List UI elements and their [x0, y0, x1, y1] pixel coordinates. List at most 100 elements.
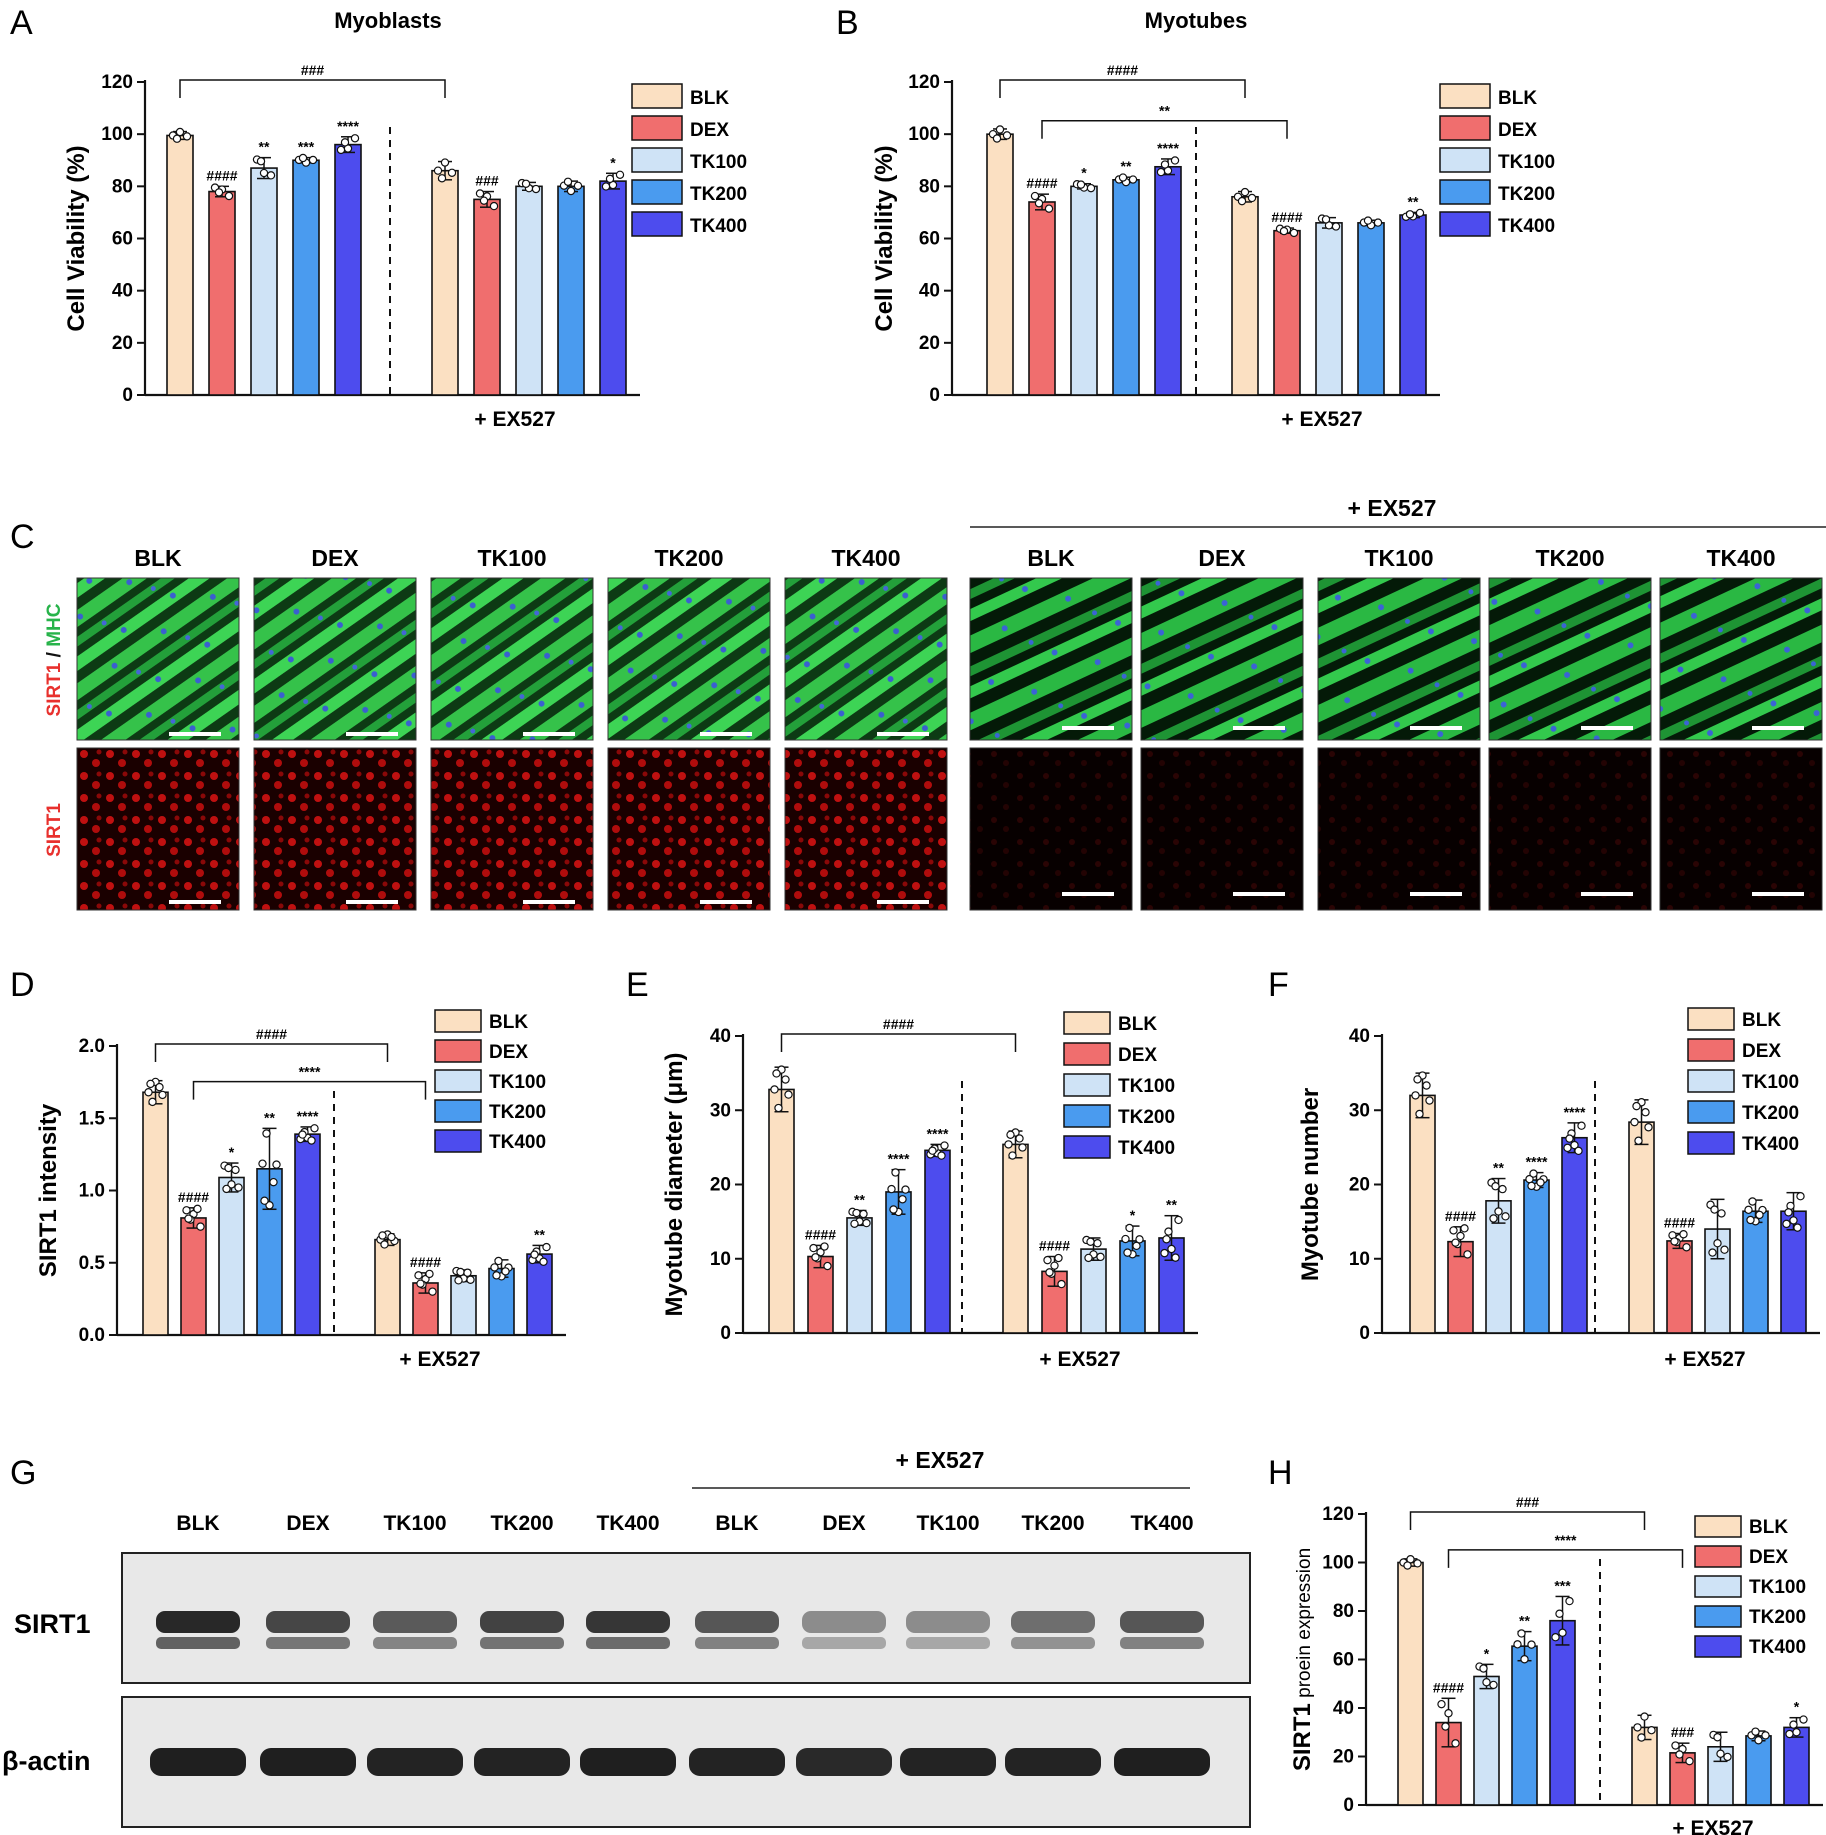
- wb-sirt1-band-lower: [802, 1637, 886, 1649]
- legend-swatch-tk100: [631, 147, 683, 173]
- comparison-bracket: [1409, 1511, 1646, 1530]
- ex527-group-label: + EX527: [1672, 1817, 1753, 1835]
- legend-swatch-dex: [631, 115, 683, 141]
- data-point: [466, 1275, 475, 1284]
- data-point: [1363, 216, 1373, 225]
- data-point: [1128, 175, 1138, 184]
- data-point: [310, 1124, 319, 1133]
- data-point: [172, 134, 182, 143]
- legend-label-tk200: TK200: [1498, 184, 1555, 205]
- data-point: [811, 1253, 820, 1262]
- wb-sirt1-band: [156, 1611, 240, 1633]
- data-point: [1785, 1729, 1794, 1739]
- mhc-image: [253, 577, 417, 741]
- y-tick-label: 100: [101, 124, 133, 145]
- data-point: [1044, 204, 1054, 213]
- data-point: [1449, 1226, 1458, 1235]
- legend-swatch-tk100: [1687, 1069, 1735, 1093]
- sirt1-image: [1140, 747, 1304, 911]
- wb-actin-band: [260, 1748, 356, 1776]
- y-axis-label-part-b: proein expression: [1294, 1548, 1315, 1703]
- wb-sirt1-band: [373, 1611, 457, 1633]
- wb-row-label-sirt1: SIRT1: [14, 1609, 91, 1639]
- wb-sirt1-band-lower: [266, 1637, 350, 1649]
- data-point: [774, 1103, 783, 1113]
- data-point: [1096, 1252, 1105, 1262]
- data-point: [1437, 1699, 1446, 1709]
- data-point: [1076, 180, 1086, 189]
- data-point: [1084, 1253, 1093, 1263]
- legend-swatch-blk: [434, 1009, 482, 1033]
- significance-label: ####: [410, 1254, 441, 1270]
- wb-lane-label: TK200: [1021, 1512, 1084, 1535]
- bar-tk100: [1315, 222, 1343, 396]
- y-tick-label: 60: [919, 229, 940, 250]
- data-point: [1713, 1733, 1722, 1742]
- wb-lane-label: DEX: [822, 1512, 865, 1535]
- bar-tk100: [515, 185, 543, 396]
- column-label-dex: DEX: [311, 545, 359, 571]
- sirt1-image: [76, 747, 240, 911]
- data-point: [891, 1168, 900, 1177]
- significance-label: **: [1408, 193, 1419, 209]
- comparison-bracket: [179, 79, 446, 98]
- comparison-label: ####: [1107, 62, 1138, 78]
- sirt1-image: [784, 747, 948, 911]
- wb-sirt1-band: [1011, 1611, 1095, 1633]
- data-point: [196, 1222, 205, 1231]
- row-label-sirt1: SIRT1: [44, 662, 65, 716]
- data-point: [1520, 1655, 1529, 1664]
- data-point: [1444, 1709, 1453, 1718]
- y-tick-label: 60: [112, 229, 133, 250]
- data-point: [1744, 1205, 1753, 1215]
- data-point: [530, 1250, 539, 1259]
- data-point: [1482, 1678, 1491, 1687]
- legend-swatch-blk: [1439, 83, 1491, 109]
- legend-label-tk100: TK100: [1498, 152, 1555, 173]
- bar-tk100: [1080, 1248, 1107, 1334]
- significance-label: *: [1794, 1699, 1800, 1715]
- bar-tk100: [250, 167, 278, 396]
- y-tick-label: 1.5: [79, 1108, 106, 1129]
- data-point: [809, 1243, 818, 1253]
- data-point: [265, 1201, 274, 1210]
- bar-blk: [1628, 1121, 1655, 1334]
- y-tick-label: 20: [919, 333, 940, 354]
- column-label-ex527-dex: DEX: [1198, 545, 1246, 571]
- data-point: [1018, 1143, 1027, 1152]
- data-point: [1045, 1268, 1054, 1277]
- bar-tk400: [1154, 165, 1182, 396]
- significance-label: ***: [1554, 1577, 1571, 1593]
- bar-tk200: [1745, 1735, 1772, 1806]
- data-point: [1633, 1723, 1642, 1732]
- data-point: [340, 138, 350, 147]
- wb-row-label-actin: β-actin: [2, 1746, 91, 1776]
- bar-tk100: [1070, 185, 1098, 396]
- data-point: [454, 1276, 463, 1285]
- legend-swatch-tk400: [631, 211, 683, 237]
- y-axis-label: Myotube number: [1297, 1088, 1324, 1281]
- data-point: [898, 1195, 907, 1204]
- data-point: [1563, 1143, 1572, 1153]
- data-point: [1289, 228, 1299, 238]
- mhc-image: [784, 577, 948, 741]
- data-point: [256, 157, 266, 166]
- data-point: [1754, 1736, 1763, 1745]
- significance-label: **: [534, 1226, 545, 1242]
- comparison-bracket: [154, 1043, 389, 1062]
- data-point: [1761, 1731, 1770, 1740]
- bar-tk400: [1399, 214, 1427, 396]
- data-point: [1057, 1279, 1066, 1289]
- wb-actin-band: [367, 1748, 463, 1776]
- data-point: [1489, 1214, 1498, 1223]
- data-point: [1415, 1109, 1424, 1119]
- data-point: [615, 170, 625, 179]
- data-point: [1164, 1227, 1173, 1236]
- data-point: [1513, 1640, 1522, 1649]
- data-point: [1782, 1219, 1791, 1229]
- data-point: [566, 186, 576, 196]
- y-tick-label: 40: [710, 1026, 731, 1047]
- mhc-image: [1317, 577, 1481, 741]
- wb-sirt1-band-lower: [373, 1637, 457, 1649]
- data-point: [887, 1184, 896, 1194]
